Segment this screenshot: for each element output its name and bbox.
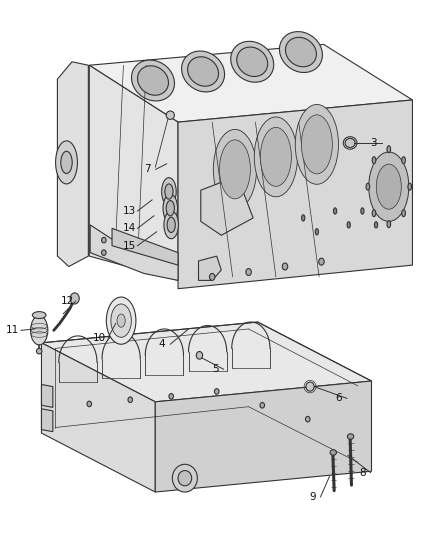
Polygon shape	[90, 225, 178, 280]
Ellipse shape	[165, 184, 173, 199]
Ellipse shape	[219, 140, 251, 199]
Polygon shape	[42, 343, 155, 492]
Ellipse shape	[286, 37, 316, 67]
Ellipse shape	[261, 127, 291, 187]
Text: 3: 3	[371, 138, 377, 148]
Polygon shape	[42, 384, 53, 407]
Ellipse shape	[196, 352, 203, 359]
Ellipse shape	[31, 316, 48, 345]
Ellipse shape	[246, 269, 251, 276]
Ellipse shape	[282, 263, 288, 270]
Polygon shape	[155, 381, 371, 492]
Ellipse shape	[231, 42, 274, 82]
Text: 9: 9	[309, 492, 316, 502]
Ellipse shape	[172, 464, 198, 492]
Ellipse shape	[333, 208, 337, 214]
Ellipse shape	[167, 217, 175, 232]
Ellipse shape	[163, 195, 177, 222]
Ellipse shape	[376, 164, 401, 209]
Ellipse shape	[128, 397, 133, 402]
Ellipse shape	[302, 215, 305, 221]
Ellipse shape	[260, 402, 265, 408]
Ellipse shape	[36, 349, 42, 354]
Ellipse shape	[315, 229, 318, 235]
Polygon shape	[201, 176, 253, 235]
Ellipse shape	[87, 401, 92, 407]
Ellipse shape	[387, 221, 391, 228]
Polygon shape	[42, 409, 53, 432]
Ellipse shape	[138, 66, 169, 95]
Ellipse shape	[187, 56, 219, 86]
Ellipse shape	[106, 297, 136, 344]
Text: 5: 5	[212, 364, 219, 374]
Ellipse shape	[166, 200, 174, 216]
Ellipse shape	[366, 183, 370, 190]
Text: 6: 6	[336, 393, 342, 403]
Polygon shape	[178, 100, 413, 289]
Ellipse shape	[131, 60, 174, 101]
Ellipse shape	[306, 382, 314, 391]
Text: 15: 15	[123, 241, 136, 251]
Ellipse shape	[295, 104, 339, 184]
Text: 8: 8	[359, 467, 366, 478]
Ellipse shape	[169, 393, 173, 399]
Ellipse shape	[387, 146, 391, 152]
Ellipse shape	[213, 130, 257, 209]
Ellipse shape	[182, 51, 225, 92]
Ellipse shape	[372, 157, 376, 164]
Text: 12: 12	[61, 296, 74, 306]
Ellipse shape	[319, 258, 324, 265]
Polygon shape	[89, 44, 413, 122]
Ellipse shape	[117, 314, 125, 327]
Ellipse shape	[254, 117, 297, 197]
Polygon shape	[57, 62, 88, 266]
Text: 7: 7	[144, 164, 151, 174]
Ellipse shape	[56, 141, 78, 184]
Ellipse shape	[237, 47, 268, 77]
Text: 4: 4	[159, 339, 166, 349]
Ellipse shape	[162, 177, 176, 205]
Ellipse shape	[402, 157, 406, 164]
Ellipse shape	[372, 209, 376, 216]
Polygon shape	[42, 322, 371, 402]
Ellipse shape	[61, 151, 72, 174]
Ellipse shape	[215, 389, 219, 394]
Ellipse shape	[369, 152, 409, 221]
Polygon shape	[112, 228, 178, 265]
Ellipse shape	[374, 222, 378, 228]
Text: 14: 14	[123, 223, 136, 233]
Ellipse shape	[347, 222, 350, 228]
Text: 13: 13	[123, 206, 136, 216]
Ellipse shape	[305, 416, 310, 422]
Polygon shape	[198, 256, 221, 280]
Ellipse shape	[408, 183, 412, 190]
Ellipse shape	[330, 450, 336, 455]
Ellipse shape	[402, 209, 406, 216]
Ellipse shape	[111, 304, 131, 337]
Ellipse shape	[102, 237, 106, 243]
Ellipse shape	[70, 293, 79, 304]
Ellipse shape	[166, 111, 174, 119]
Ellipse shape	[361, 208, 364, 214]
Ellipse shape	[347, 434, 354, 439]
Ellipse shape	[178, 471, 192, 486]
Text: 10: 10	[93, 333, 106, 343]
Text: 11: 11	[6, 325, 19, 335]
Ellipse shape	[209, 273, 215, 280]
Ellipse shape	[279, 31, 322, 72]
Ellipse shape	[32, 312, 46, 319]
Ellipse shape	[102, 250, 106, 255]
Ellipse shape	[164, 211, 179, 239]
Polygon shape	[89, 65, 178, 280]
Ellipse shape	[345, 139, 355, 148]
Ellipse shape	[301, 115, 332, 174]
